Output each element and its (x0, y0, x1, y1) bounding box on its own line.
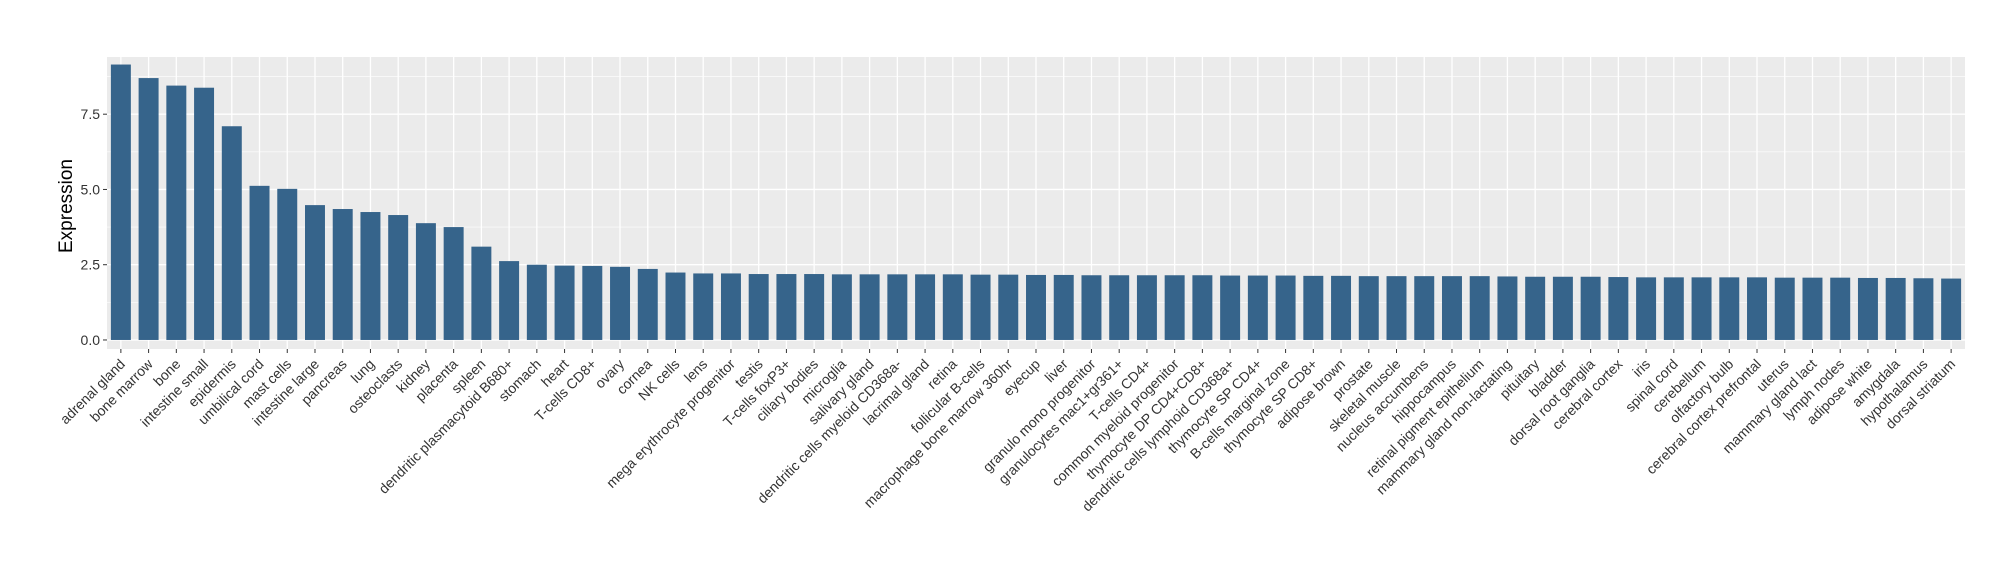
bar (1636, 277, 1657, 340)
bar-series (110, 64, 1962, 340)
bar (720, 273, 741, 340)
y-axis-title: Expression (56, 159, 77, 253)
bar (1719, 277, 1740, 340)
bar (526, 264, 547, 340)
bar (1247, 275, 1268, 340)
y-tick-label: 7.5 (81, 106, 101, 122)
bar (1414, 276, 1435, 340)
bar (305, 205, 325, 340)
bar (859, 274, 880, 340)
bar (277, 188, 298, 340)
bar (637, 268, 658, 340)
bar (1136, 275, 1157, 340)
bar (1275, 275, 1296, 340)
bar (942, 274, 963, 340)
bar (1580, 276, 1601, 340)
bar (1026, 274, 1046, 340)
bar (915, 274, 936, 340)
bar (1691, 277, 1712, 340)
bar (776, 274, 797, 340)
bar (388, 215, 409, 340)
bar (665, 272, 686, 340)
bar (138, 78, 159, 340)
bar (554, 265, 575, 340)
y-axis-ticks: 0.0 2.5 5.0 7.5 (81, 106, 107, 348)
bar (1109, 275, 1130, 340)
bar (1885, 277, 1906, 340)
y-tick-label: 0.0 (81, 332, 101, 348)
bar (998, 274, 1019, 340)
bar (831, 274, 852, 340)
bar (1220, 275, 1241, 340)
bar (1774, 277, 1795, 340)
bar (194, 87, 215, 340)
bar (970, 274, 991, 340)
bar (1497, 276, 1518, 340)
bar (1164, 275, 1185, 340)
bar (1386, 276, 1407, 340)
bar (332, 209, 353, 340)
bar (415, 223, 436, 340)
bar (1830, 277, 1851, 340)
bar (693, 273, 714, 340)
bar (499, 261, 520, 340)
bar (1303, 275, 1324, 340)
bar (110, 64, 131, 340)
bar (1913, 278, 1934, 340)
bar (1941, 278, 1962, 340)
bar (249, 185, 270, 340)
bar (166, 85, 187, 340)
bar (1331, 275, 1352, 340)
bar (221, 126, 242, 340)
bar (1525, 276, 1546, 340)
bar (804, 274, 825, 340)
bar (1802, 277, 1823, 340)
x-axis-ticks (120, 349, 1952, 353)
y-tick-label: 2.5 (81, 257, 101, 273)
bar (582, 265, 603, 340)
bar (887, 274, 908, 340)
bar (1469, 276, 1490, 340)
bar (1663, 277, 1684, 340)
bar (610, 266, 631, 340)
bar (443, 227, 464, 340)
bar (360, 212, 381, 340)
bar (1608, 277, 1629, 340)
y-tick-label: 5.0 (81, 181, 101, 197)
bar (1552, 276, 1573, 340)
bar (1192, 275, 1213, 340)
bar (1747, 277, 1767, 340)
bar (1441, 276, 1462, 340)
bar (1053, 274, 1074, 340)
bar (471, 246, 492, 340)
bar (1857, 277, 1878, 340)
bar (1081, 275, 1102, 340)
bar (1358, 276, 1379, 340)
bar (748, 274, 769, 340)
